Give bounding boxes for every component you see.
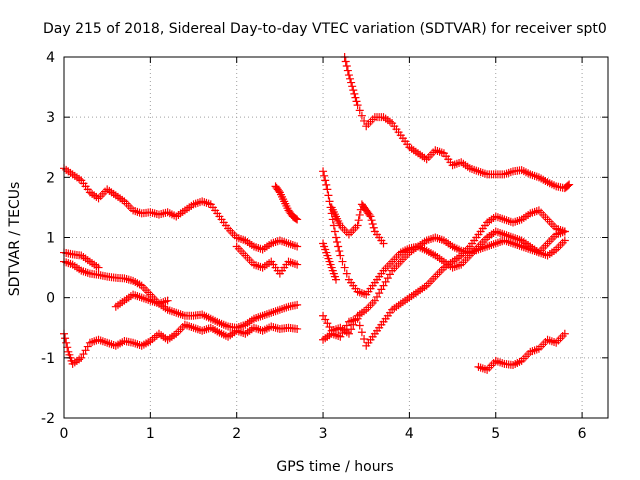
x-tick-label: 3 (319, 426, 328, 442)
y-tick-label: -2 (41, 411, 55, 427)
data-point (343, 66, 352, 75)
data-point (365, 210, 374, 219)
data-point (321, 176, 330, 185)
x-tick-label: 1 (146, 426, 155, 442)
y-axis-label: SDTVAR / TECUs (7, 182, 23, 297)
data-point (560, 329, 569, 338)
data-point (349, 86, 358, 95)
data-point (63, 343, 72, 352)
data-point (332, 275, 340, 284)
data-point (61, 334, 70, 343)
data-point (336, 251, 345, 260)
data-point (379, 239, 388, 248)
data-point (335, 247, 344, 256)
data-point (323, 185, 332, 194)
data-point (368, 219, 377, 228)
data-point (341, 57, 350, 66)
data-point (351, 93, 360, 102)
x-axis-label: GPS time / hours (276, 459, 393, 475)
data-point (353, 221, 362, 230)
x-tick-label: 0 (60, 426, 69, 442)
data-point (357, 111, 366, 120)
data-point (344, 329, 353, 338)
data-point (357, 328, 366, 337)
data-point (342, 62, 351, 71)
data-point (355, 321, 364, 330)
data-point (564, 181, 573, 190)
data-point (332, 233, 340, 242)
data-point (348, 82, 357, 91)
data-point (347, 78, 356, 87)
series-track-10 (319, 206, 569, 350)
data-point (354, 216, 363, 225)
data-point (293, 300, 302, 309)
data-point (360, 335, 369, 344)
data-point (293, 260, 302, 269)
data-point (366, 212, 375, 221)
chart-title: Day 215 of 2018, Sidereal Day-to-day VTE… (43, 21, 607, 37)
data-point (353, 314, 362, 323)
data-point (346, 74, 355, 83)
y-tick-label: 1 (46, 231, 55, 247)
series-track-13 (319, 239, 340, 284)
data-point (319, 167, 328, 176)
data-point (340, 263, 349, 272)
y-tick-label: 4 (46, 50, 55, 66)
data-point (355, 106, 364, 115)
data-point (355, 210, 364, 219)
data-point (324, 191, 333, 200)
y-tick-label: -1 (41, 351, 55, 367)
data-point (360, 116, 369, 125)
series-track-1 (60, 164, 302, 254)
data-point (560, 227, 569, 236)
data-points (60, 53, 574, 374)
data-point (163, 296, 172, 305)
data-point (344, 71, 353, 80)
series-track-7 (271, 182, 302, 224)
data-point (334, 242, 343, 251)
series-track-12 (327, 200, 388, 248)
data-point (293, 215, 302, 224)
data-point (352, 97, 361, 106)
data-point (293, 324, 302, 333)
x-tick-label: 6 (578, 426, 587, 442)
series-track-14 (474, 329, 569, 374)
data-point (565, 180, 574, 189)
series-track-11 (340, 53, 574, 193)
data-point (353, 101, 362, 110)
x-tick-label: 4 (405, 426, 414, 442)
y-tick-label: 3 (46, 110, 55, 126)
data-point (333, 238, 342, 247)
y-tick-label: 0 (46, 291, 55, 307)
data-point (320, 171, 329, 180)
series-track-6 (232, 242, 302, 278)
data-point (342, 269, 351, 278)
data-point (367, 216, 376, 225)
axis-ticks: 0 1 2 3 4 5 6 -2 -1 0 1 2 3 4 (41, 50, 608, 442)
series-track-5 (111, 290, 172, 311)
data-point (350, 89, 359, 98)
data-point (62, 338, 71, 347)
data-point (369, 223, 378, 232)
data-point (322, 180, 331, 189)
data-point (293, 242, 302, 251)
data-point (94, 263, 103, 272)
data-point (560, 236, 569, 245)
data-point (330, 227, 339, 236)
series-track-3 (60, 320, 302, 368)
data-point (325, 197, 334, 206)
data-point (292, 214, 301, 223)
y-tick-label: 2 (46, 170, 55, 186)
series-track-4 (60, 248, 103, 272)
data-point (338, 257, 347, 266)
x-tick-label: 2 (232, 426, 241, 442)
x-tick-label: 5 (491, 426, 500, 442)
